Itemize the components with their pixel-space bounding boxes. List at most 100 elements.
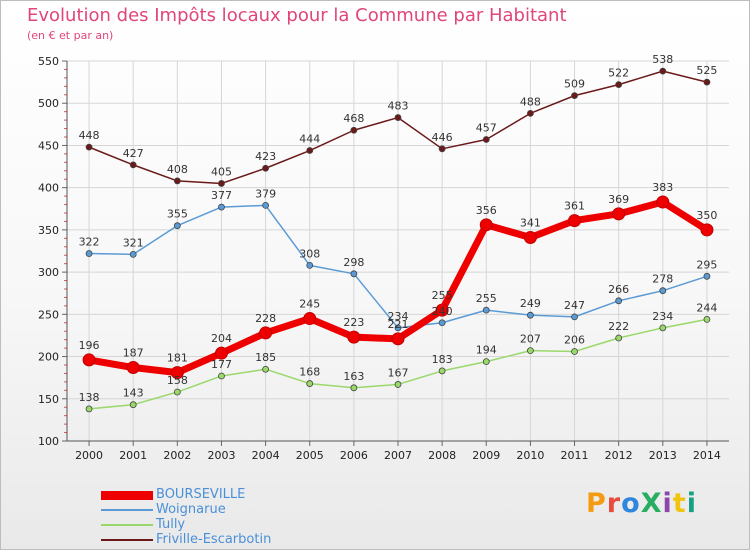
data-point-bourseville bbox=[435, 303, 449, 317]
data-label-friville-escarbotin: 423 bbox=[255, 150, 276, 163]
x-tick-label: 2010 bbox=[516, 449, 544, 462]
data-point-tully bbox=[218, 372, 225, 380]
data-label-tully: 234 bbox=[652, 310, 673, 323]
data-label-bourseville: 350 bbox=[696, 209, 717, 222]
data-label-friville-escarbotin: 457 bbox=[476, 122, 497, 135]
legend-swatch bbox=[101, 509, 153, 511]
data-label-friville-escarbotin: 509 bbox=[564, 78, 585, 91]
data-label-tully: 168 bbox=[299, 366, 320, 379]
data-point-woignarue bbox=[350, 270, 358, 278]
y-tick-label: 250 bbox=[38, 308, 59, 321]
legend-label: Friville-Escarbotin bbox=[156, 532, 272, 547]
data-label-friville-escarbotin: 444 bbox=[299, 133, 320, 146]
y-tick-label: 400 bbox=[38, 182, 59, 195]
data-point-bourseville bbox=[170, 366, 184, 380]
x-tick-label: 2013 bbox=[649, 449, 677, 462]
data-point-friville-escarbotin bbox=[262, 164, 270, 172]
logo-letter: P bbox=[586, 488, 607, 519]
data-point-friville-escarbotin bbox=[527, 109, 534, 117]
data-point-tully bbox=[438, 367, 446, 375]
data-label-bourseville: 196 bbox=[79, 339, 100, 352]
data-point-friville-escarbotin bbox=[85, 143, 93, 151]
data-point-bourseville bbox=[214, 346, 228, 360]
data-point-tully bbox=[571, 348, 578, 355]
y-tick-label: 200 bbox=[38, 351, 59, 364]
data-point-friville-escarbotin bbox=[615, 81, 623, 89]
logo-letter: X bbox=[640, 488, 663, 519]
logo-letter: t bbox=[672, 488, 687, 519]
data-label-woignarue: 321 bbox=[123, 236, 144, 249]
data-point-tully bbox=[129, 401, 137, 409]
data-point-bourseville bbox=[347, 330, 361, 344]
x-tick-label: 2002 bbox=[163, 449, 191, 462]
data-point-friville-escarbotin bbox=[173, 177, 181, 185]
x-tick-label: 2011 bbox=[561, 449, 589, 462]
data-point-woignarue bbox=[527, 311, 534, 319]
data-label-friville-escarbotin: 525 bbox=[696, 64, 717, 77]
data-label-tully: 163 bbox=[343, 370, 364, 383]
y-tick-label: 550 bbox=[38, 55, 59, 68]
logo-letter: i bbox=[686, 488, 697, 519]
data-point-friville-escarbotin bbox=[438, 145, 446, 153]
data-point-tully bbox=[350, 384, 358, 392]
data-point-bourseville bbox=[523, 230, 537, 244]
y-tick-label: 300 bbox=[38, 266, 59, 279]
legend-label: Woignarue bbox=[156, 502, 226, 517]
data-label-bourseville: 181 bbox=[167, 352, 188, 365]
x-tick-label: 2003 bbox=[207, 449, 235, 462]
x-tick-label: 2009 bbox=[472, 449, 500, 462]
data-point-friville-escarbotin bbox=[394, 114, 402, 121]
y-tick-label: 150 bbox=[38, 393, 59, 406]
data-point-friville-escarbotin bbox=[571, 92, 578, 100]
data-label-tully: 185 bbox=[255, 351, 276, 364]
data-label-bourseville: 223 bbox=[343, 316, 364, 329]
data-point-friville-escarbotin bbox=[306, 147, 314, 154]
data-label-woignarue: 379 bbox=[255, 187, 276, 200]
data-label-tully: 194 bbox=[476, 344, 497, 357]
data-point-tully bbox=[262, 365, 270, 373]
data-label-friville-escarbotin: 522 bbox=[608, 67, 629, 80]
data-label-friville-escarbotin: 468 bbox=[343, 112, 364, 125]
data-point-woignarue bbox=[394, 324, 402, 332]
data-label-tully: 222 bbox=[608, 320, 629, 333]
data-point-woignarue bbox=[262, 201, 270, 209]
x-tick-label: 2012 bbox=[605, 449, 633, 462]
data-point-tully bbox=[85, 405, 93, 413]
data-label-bourseville: 255 bbox=[432, 289, 453, 302]
data-label-woignarue: 308 bbox=[299, 247, 320, 260]
data-point-tully bbox=[659, 324, 667, 332]
data-point-bourseville bbox=[126, 361, 140, 375]
data-label-woignarue: 249 bbox=[520, 297, 541, 310]
data-point-woignarue bbox=[85, 250, 93, 257]
data-point-friville-escarbotin bbox=[129, 161, 137, 169]
data-point-bourseville bbox=[391, 332, 405, 346]
legend-label: BOURSEVILLE bbox=[156, 487, 246, 502]
data-label-woignarue: 322 bbox=[79, 236, 100, 249]
data-point-woignarue bbox=[306, 261, 314, 269]
data-point-woignarue bbox=[129, 250, 137, 258]
data-point-friville-escarbotin bbox=[218, 180, 225, 187]
data-point-bourseville bbox=[259, 326, 273, 340]
data-point-woignarue bbox=[482, 306, 490, 314]
data-point-tully bbox=[306, 380, 314, 387]
logo-letter: o bbox=[621, 488, 641, 519]
x-tick-label: 2001 bbox=[119, 449, 147, 462]
data-label-woignarue: 247 bbox=[564, 299, 585, 312]
data-point-woignarue bbox=[571, 313, 578, 321]
data-label-woignarue: 240 bbox=[432, 305, 453, 318]
data-label-friville-escarbotin: 446 bbox=[432, 131, 453, 144]
data-label-bourseville: 228 bbox=[255, 312, 276, 325]
data-point-bourseville bbox=[612, 207, 626, 221]
x-tick-label: 2000 bbox=[75, 449, 103, 462]
logo-letter: r bbox=[606, 488, 622, 519]
data-label-friville-escarbotin: 405 bbox=[211, 165, 232, 178]
data-point-woignarue bbox=[703, 272, 711, 280]
x-tick-label: 2008 bbox=[428, 449, 456, 462]
data-label-woignarue: 278 bbox=[652, 273, 673, 286]
data-point-woignarue bbox=[615, 297, 623, 305]
x-tick-label: 2005 bbox=[296, 449, 324, 462]
data-point-tully bbox=[527, 347, 534, 355]
data-label-tully: 138 bbox=[79, 391, 100, 404]
data-label-woignarue: 266 bbox=[608, 283, 629, 296]
